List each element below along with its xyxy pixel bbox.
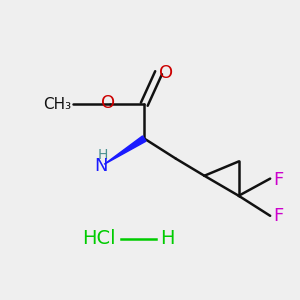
Text: H: H bbox=[160, 229, 175, 248]
Text: O: O bbox=[159, 64, 173, 82]
Text: HCl: HCl bbox=[82, 229, 116, 248]
Text: N: N bbox=[94, 157, 108, 175]
Text: H: H bbox=[98, 148, 108, 162]
Text: F: F bbox=[274, 207, 284, 225]
Text: F: F bbox=[274, 171, 284, 189]
Polygon shape bbox=[104, 136, 146, 164]
Text: CH₃: CH₃ bbox=[43, 97, 71, 112]
Text: O: O bbox=[101, 94, 116, 112]
